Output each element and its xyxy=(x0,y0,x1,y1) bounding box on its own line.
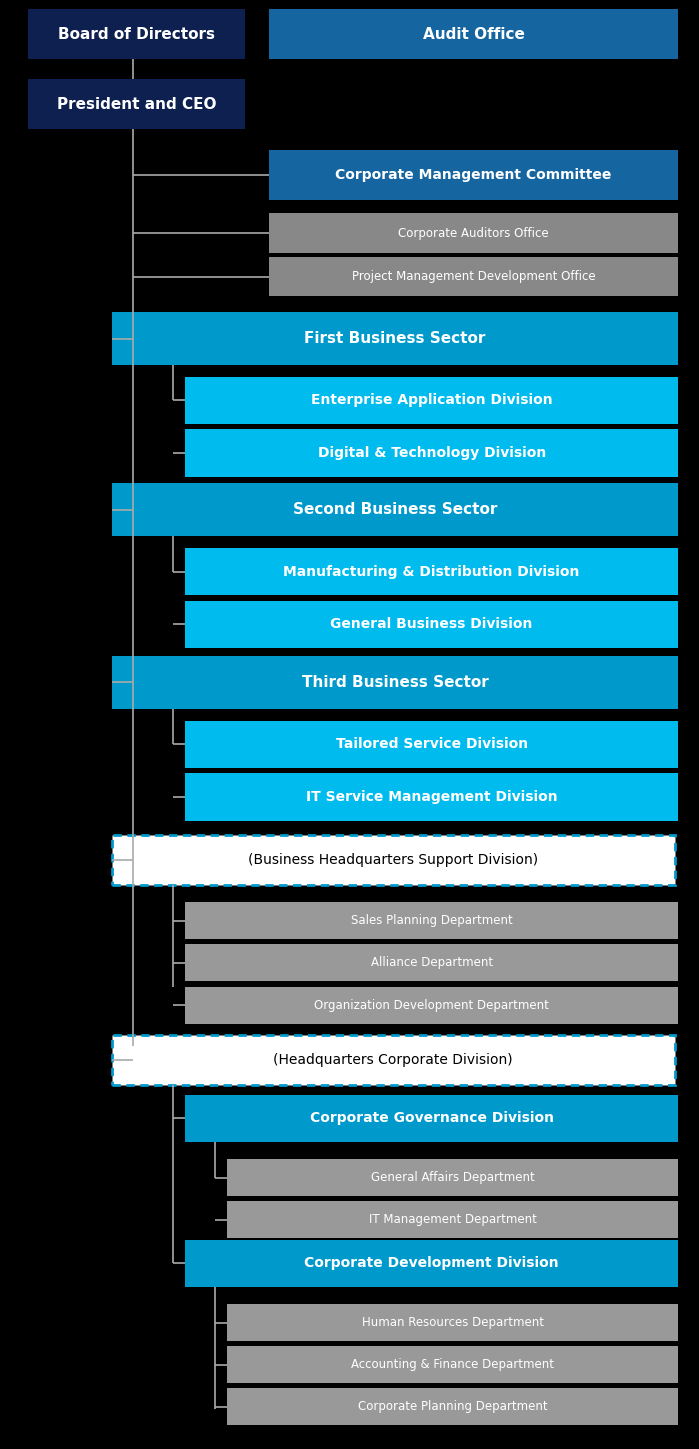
Text: Board of Directors: Board of Directors xyxy=(58,26,215,42)
FancyBboxPatch shape xyxy=(185,987,678,1023)
FancyBboxPatch shape xyxy=(185,548,678,596)
Text: IT Management Department: IT Management Department xyxy=(368,1213,537,1226)
Text: Corporate Planning Department: Corporate Planning Department xyxy=(358,1400,547,1413)
FancyBboxPatch shape xyxy=(112,656,678,709)
Text: President and CEO: President and CEO xyxy=(57,97,216,112)
FancyBboxPatch shape xyxy=(227,1201,678,1239)
FancyBboxPatch shape xyxy=(185,903,678,939)
Text: Project Management Development Office: Project Management Development Office xyxy=(352,270,596,283)
FancyBboxPatch shape xyxy=(28,80,245,129)
FancyBboxPatch shape xyxy=(227,1346,678,1384)
FancyBboxPatch shape xyxy=(269,256,678,297)
FancyBboxPatch shape xyxy=(112,1036,675,1085)
Text: Human Resources Department: Human Resources Department xyxy=(361,1316,544,1329)
FancyBboxPatch shape xyxy=(185,720,678,768)
Text: Enterprise Application Division: Enterprise Application Division xyxy=(311,394,552,407)
Text: General Business Division: General Business Division xyxy=(331,617,533,632)
Text: Third Business Sector: Third Business Sector xyxy=(301,675,489,690)
Text: Corporate Governance Division: Corporate Governance Division xyxy=(310,1111,554,1126)
FancyBboxPatch shape xyxy=(227,1159,678,1195)
Text: Digital & Technology Division: Digital & Technology Division xyxy=(317,446,546,461)
FancyBboxPatch shape xyxy=(269,151,678,200)
FancyBboxPatch shape xyxy=(185,945,678,981)
FancyBboxPatch shape xyxy=(269,213,678,254)
FancyBboxPatch shape xyxy=(185,377,678,425)
Text: (Business Headquarters Support Division): (Business Headquarters Support Division) xyxy=(248,853,538,867)
FancyBboxPatch shape xyxy=(28,9,245,59)
FancyBboxPatch shape xyxy=(112,312,678,365)
Text: (Headquarters Corporate Division): (Headquarters Corporate Division) xyxy=(273,1053,513,1068)
Text: First Business Sector: First Business Sector xyxy=(304,330,486,346)
FancyBboxPatch shape xyxy=(112,484,678,536)
Text: Second Business Sector: Second Business Sector xyxy=(293,503,497,517)
Text: Corporate Auditors Office: Corporate Auditors Office xyxy=(398,226,549,239)
Text: Corporate Management Committee: Corporate Management Committee xyxy=(336,168,612,183)
FancyBboxPatch shape xyxy=(227,1388,678,1426)
Text: Tailored Service Division: Tailored Service Division xyxy=(336,738,528,751)
Text: Alliance Department: Alliance Department xyxy=(370,956,493,969)
FancyBboxPatch shape xyxy=(185,1239,678,1287)
Text: Accounting & Finance Department: Accounting & Finance Department xyxy=(351,1358,554,1371)
FancyBboxPatch shape xyxy=(269,9,678,59)
Text: Audit Office: Audit Office xyxy=(423,26,524,42)
Text: Manufacturing & Distribution Division: Manufacturing & Distribution Division xyxy=(284,565,579,578)
FancyBboxPatch shape xyxy=(185,1094,678,1142)
Text: General Affairs Department: General Affairs Department xyxy=(370,1171,535,1184)
FancyBboxPatch shape xyxy=(185,429,678,477)
FancyBboxPatch shape xyxy=(112,835,675,885)
Text: IT Service Management Division: IT Service Management Division xyxy=(306,790,557,804)
FancyBboxPatch shape xyxy=(227,1304,678,1340)
FancyBboxPatch shape xyxy=(185,601,678,648)
FancyBboxPatch shape xyxy=(185,774,678,820)
Text: Organization Development Department: Organization Development Department xyxy=(314,998,549,1011)
Text: Sales Planning Department: Sales Planning Department xyxy=(351,914,512,927)
Text: Corporate Development Division: Corporate Development Division xyxy=(304,1256,559,1271)
